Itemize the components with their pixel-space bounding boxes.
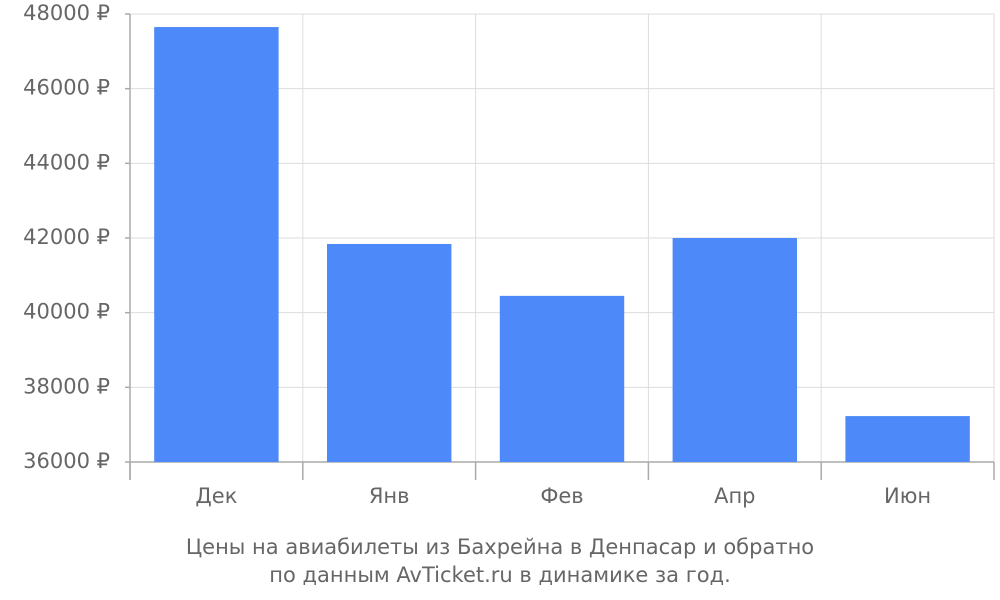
bar xyxy=(326,243,452,462)
y-tick-label: 44000 ₽ xyxy=(23,150,110,174)
y-tick-label: 42000 ₽ xyxy=(23,225,110,249)
y-tick-label: 48000 ₽ xyxy=(23,1,110,25)
x-tick-label: Июн xyxy=(884,484,931,508)
bar xyxy=(154,27,279,463)
chart-title: по данным AvTicket.ru в динамике за год. xyxy=(269,563,731,587)
y-tick-label: 38000 ₽ xyxy=(23,374,110,398)
x-tick-label: Дек xyxy=(195,484,237,508)
bar xyxy=(845,416,970,462)
y-tick-label: 36000 ₽ xyxy=(23,449,110,473)
bar xyxy=(672,238,798,462)
x-tick-label: Фев xyxy=(540,484,583,508)
x-tick-label: Апр xyxy=(714,484,755,508)
y-tick-label: 46000 ₽ xyxy=(23,76,110,100)
y-tick-label: 40000 ₽ xyxy=(23,300,110,324)
bar xyxy=(499,295,625,462)
chart-title: Цены на авиабилеты из Бахрейна в Денпаса… xyxy=(186,535,814,559)
x-tick-label: Янв xyxy=(369,484,410,508)
